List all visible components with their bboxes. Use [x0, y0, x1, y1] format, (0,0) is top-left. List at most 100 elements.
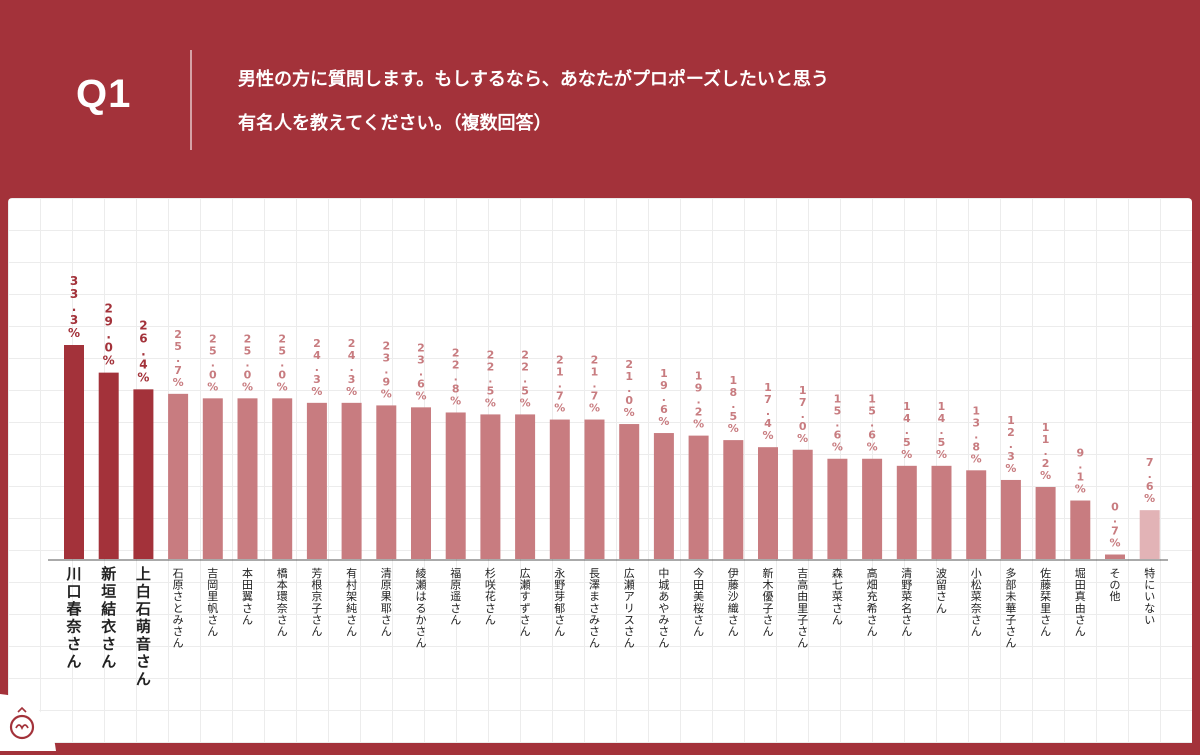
bar	[341, 402, 362, 559]
tick-label: その他	[1110, 567, 1121, 603]
tick-label: 杉咲花さん	[485, 566, 496, 626]
data-label: 3 3. 3%	[68, 274, 80, 340]
bar	[272, 398, 293, 559]
data-label: 9. 1%	[1075, 447, 1086, 496]
bar	[515, 414, 536, 559]
data-label: 2 2. 5%	[520, 348, 531, 409]
bar	[966, 470, 987, 559]
tick-label: 小松菜奈さん	[971, 567, 982, 638]
bar	[98, 372, 119, 559]
bar	[168, 393, 189, 559]
tick-label: 長澤まさみさん	[589, 567, 600, 650]
tick-label: 永野芽郁さん	[554, 566, 565, 638]
tick-label: 広瀬すずさん	[520, 567, 531, 638]
tick-label: 本田翼さん	[242, 566, 253, 626]
tick-label: 福原遥さん	[450, 566, 461, 626]
bar	[64, 345, 84, 559]
tick-label: 波留さん	[936, 567, 947, 615]
bar	[549, 419, 570, 559]
chart-panel: 3 3. 3% 川口春奈さん 2 9. 0% 新垣結衣さん 2 6. 4% 上白石萌音さん 2 5. 7% 石…	[8, 198, 1192, 743]
bar	[1000, 479, 1021, 559]
data-label: 2 6. 4%	[137, 318, 149, 384]
bar	[445, 412, 466, 559]
bar	[931, 465, 952, 559]
ring-hands-icon	[0, 694, 56, 751]
tick-label: 上白石萌音さん	[135, 565, 151, 688]
data-label: 1 4. 5%	[901, 400, 912, 461]
question-line-2: 有名人を教えてください。（複数回答）	[238, 113, 552, 134]
data-label: 1 9. 2%	[693, 370, 704, 431]
data-label: 0. 7%	[1109, 501, 1120, 550]
data-label: 2 1. 0%	[624, 358, 635, 419]
bar	[411, 407, 431, 559]
bar	[202, 398, 223, 559]
data-label: 2 5. 0%	[242, 332, 253, 393]
bar	[376, 405, 397, 559]
tick-label: 高畑充希さん	[867, 566, 878, 638]
data-label: 2 5. 0%	[277, 332, 288, 393]
bar	[237, 398, 258, 559]
data-label: 1 3. 8%	[971, 404, 982, 465]
data-label: 1 7. 0%	[797, 384, 808, 445]
bar	[688, 435, 709, 559]
tick-label: 多部未華子さん	[1005, 566, 1016, 650]
tick-label: 吉岡里帆さん	[207, 567, 218, 638]
tick-label: 森七菜さん	[832, 566, 843, 626]
data-label: 7. 6%	[1144, 456, 1155, 505]
bar	[827, 458, 848, 559]
data-label: 1 4. 5%	[936, 400, 947, 461]
bar	[896, 465, 917, 559]
tick-label: 新垣結衣さん	[101, 565, 116, 671]
data-label: 1 8. 5%	[728, 374, 739, 435]
data-label: 1 2. 3%	[1005, 414, 1016, 475]
data-label: 2 1. 7%	[589, 354, 600, 415]
question-number: Q1	[76, 72, 132, 116]
tick-label: 清原果耶さん	[381, 567, 392, 638]
bar-chart: 3 3. 3 % 川口春奈さん 2 9. 0 % 新垣結衣さん 2 6. 4 % 上白石萌音さん 2 5. 7 % 石…	[48, 274, 1168, 688]
tick-label: 石原さとみさん	[173, 567, 184, 650]
bar	[862, 458, 883, 559]
tick-label: 綾瀬はるかさん	[416, 567, 427, 650]
tick-label: 清野菜名さん	[901, 567, 912, 638]
bar	[758, 447, 778, 559]
data-label: 2 5. 7%	[173, 328, 184, 389]
data-label: 1 9. 6%	[658, 367, 669, 428]
bar	[1035, 487, 1056, 559]
data-label: 1 5. 6%	[832, 393, 843, 454]
bar	[619, 424, 640, 559]
data-label: 1 1. 2%	[1040, 421, 1051, 482]
data-label: 2 5. 0%	[207, 332, 218, 393]
data-label: 2 2. 8%	[450, 346, 461, 407]
tick-label: 今田美桜さん	[693, 566, 704, 638]
tick-label: 広瀬アリスさん	[624, 567, 635, 650]
data-label: 2 9. 0%	[103, 302, 115, 368]
tick-label: 佐藤栞里さん	[1040, 566, 1051, 638]
question-line-1: 男性の方に質問します。もしするなら、あなたがプロポーズしたいと思う	[238, 69, 829, 90]
bar	[1070, 500, 1091, 559]
header-divider	[190, 50, 192, 150]
data-label: 1 7. 4%	[762, 381, 773, 442]
data-label: 2 2. 5%	[485, 348, 496, 409]
data-label: 2 3. 6%	[415, 341, 426, 402]
data-label: 2 4. 3%	[311, 337, 322, 398]
tick-label: 特にいない	[1144, 566, 1155, 626]
tick-label: 橋本環奈さん	[277, 566, 288, 638]
tick-label: 有村架純さん	[346, 566, 357, 638]
tick-label: 堀田真由さん	[1075, 567, 1086, 638]
header: Q1 男性の方に質問します。もしするなら、あなたがプロポーズしたいと思う 有名人…	[0, 0, 1200, 200]
bar	[480, 414, 501, 559]
data-label: 2 4. 3%	[346, 337, 357, 398]
bar	[306, 402, 327, 559]
data-label: 2 1. 7%	[554, 354, 565, 415]
bar	[133, 389, 154, 559]
tick-label: 伊藤沙織さん	[728, 567, 739, 638]
bar	[1105, 554, 1125, 559]
data-label: 1 5. 6%	[867, 393, 878, 454]
tick-label: 中城あやみさん	[658, 567, 669, 650]
data-label: 2 3. 9%	[381, 339, 392, 400]
bar	[792, 449, 813, 559]
question-text: 男性の方に質問します。もしするなら、あなたがプロポーズしたいと思う 有名人を教え…	[238, 58, 1138, 146]
tick-label: 芳根京子さん	[311, 566, 322, 638]
tick-label: 吉高由里子さん	[797, 567, 808, 650]
tick-label: 新木優子さん	[763, 566, 774, 638]
